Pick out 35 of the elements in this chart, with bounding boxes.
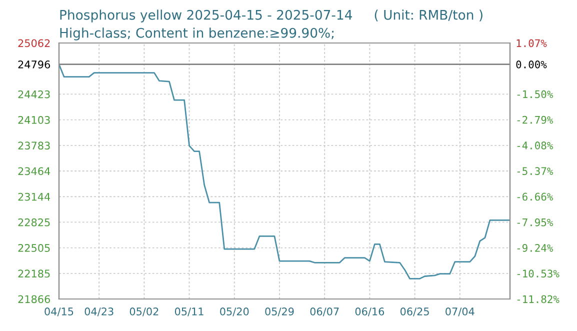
y-tick-label: 24423 [18,90,50,98]
x-tick-label: 04/15 [44,308,74,316]
y2-tick-label: 0.00% [516,60,547,68]
y-tick-label: 23783 [18,142,50,150]
y2-tick-label: -1.50% [517,90,554,98]
y-tick-label: 22825 [18,218,50,226]
y-tick-label: 24103 [18,116,50,124]
y2-tick-label: 1.07% [516,39,547,48]
y2-tick-label: -4.08% [517,142,554,150]
y2-tick-label: -6.66% [517,192,554,201]
y-tick-label: 22505 [18,244,50,252]
chart-title: Phosphorus yellow 2025-04-15 - 2025-07-14 ( Unit: RMB/ton ) [60,10,482,22]
y2-tick-label: -2.79% [517,116,554,124]
x-tick-label: 06/16 [355,308,384,316]
x-tick-label: 05/29 [265,308,294,316]
y2-tick-label: -11.82% [517,295,560,304]
y2-tick-label: -5.37% [517,167,554,176]
x-tick-label: 04/23 [84,308,114,316]
y-tick-label: 23464 [18,167,50,176]
chart-subtitle: High-class; Content in benzene:≥99.90%; [60,28,334,40]
y2-tick-label: -7.95% [517,218,554,226]
line-series [59,64,510,280]
y-tick-label: 25062 [18,39,50,48]
y-tick-label: 24796 [18,60,50,68]
x-tick-label: 07/04 [446,308,474,316]
x-tick-label: 06/07 [310,308,339,316]
y2-tick-label: -10.53% [517,270,560,278]
x-tick-label: 05/11 [174,308,204,316]
x-tick-label: 06/25 [400,308,429,316]
x-tick-label: 05/20 [220,308,249,316]
y-tick-label: 23144 [18,192,50,201]
y2-tick-label: -9.24% [517,244,554,252]
y-tick-label: 21866 [18,295,50,304]
x-tick-label: 05/02 [130,308,158,316]
y-tick-label: 22185 [18,270,50,278]
